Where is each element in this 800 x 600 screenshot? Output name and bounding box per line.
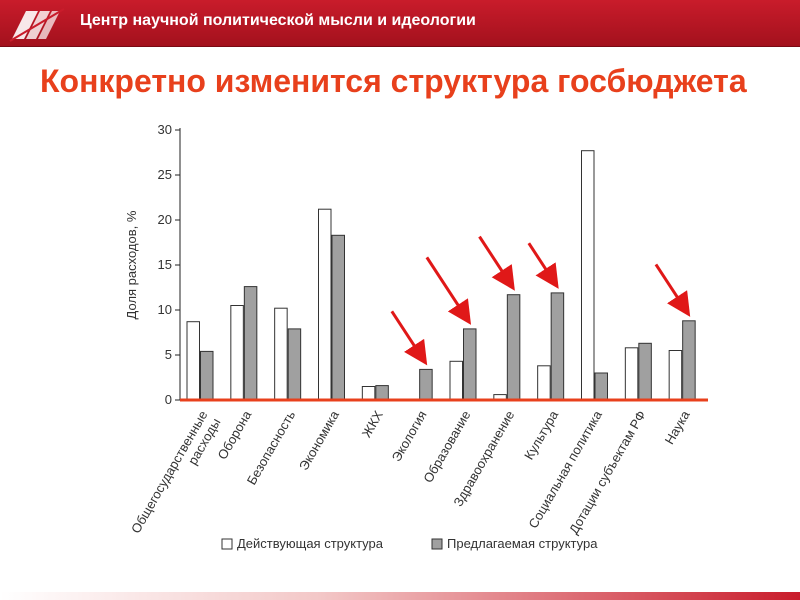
y-tick-label: 25 — [158, 167, 172, 182]
legend-label: Действующая структура — [237, 536, 384, 551]
highlight-arrow — [478, 235, 515, 291]
highlight-arrow — [425, 256, 472, 325]
bar-current — [230, 305, 244, 401]
bar-current — [449, 360, 463, 401]
x-tick-label: Общегосударственныерасходы — [128, 408, 223, 543]
x-tick-label: Безопасность — [244, 408, 299, 488]
bar-current — [581, 150, 595, 401]
bar-proposed — [287, 328, 302, 401]
x-tick-label: Дотации субъектам РФ — [566, 408, 649, 537]
header-title: Центр научной политической мысли и идеол… — [80, 12, 476, 29]
x-tick-label: ЖКХ — [359, 408, 386, 440]
bar-proposed — [506, 294, 521, 401]
logo-icon — [9, 8, 65, 42]
bar-proposed — [550, 292, 565, 401]
bar-proposed — [375, 385, 389, 401]
x-tick-label: Культура — [521, 407, 561, 462]
bar-proposed — [638, 342, 652, 401]
highlight-arrow — [527, 242, 559, 289]
legend-label: Предлагаемая структура — [447, 536, 598, 551]
x-tick-label: Экономика — [296, 407, 342, 473]
y-tick-label: 5 — [165, 347, 172, 362]
x-tick-label: Оборона — [215, 407, 255, 462]
bar-proposed — [331, 234, 345, 401]
bar-current — [318, 208, 332, 401]
y-tick-label: 15 — [158, 257, 172, 272]
slide-title: Конкретно изменится структура госбюджета — [40, 63, 747, 99]
bar-proposed — [594, 372, 608, 401]
x-tick-label: Наука — [662, 407, 693, 446]
bar-proposed — [200, 350, 214, 401]
y-axis-label: Доля расходов, % — [124, 210, 139, 319]
y-tick-label: 0 — [165, 392, 172, 407]
highlight-arrow — [390, 310, 428, 366]
highlight-arrow — [654, 263, 691, 317]
bar-current — [537, 365, 551, 401]
footer-line — [0, 592, 800, 600]
bar-current — [274, 307, 288, 401]
bar-current — [186, 321, 200, 401]
bar-proposed — [463, 328, 477, 401]
y-tick-label: 20 — [158, 212, 172, 227]
y-tick-label: 10 — [158, 302, 172, 317]
bar-proposed — [682, 320, 696, 401]
bar-current — [668, 350, 683, 401]
y-tick-label: 30 — [158, 122, 172, 137]
bar-proposed — [243, 286, 258, 401]
legend-swatch — [221, 538, 233, 550]
bar-current — [361, 386, 376, 401]
bar-current — [624, 347, 639, 401]
legend-swatch — [431, 538, 443, 550]
x-tick-label: Экология — [389, 408, 430, 464]
bar-proposed — [419, 368, 433, 401]
header-bar: Центр научной политической мысли и идеол… — [0, 0, 800, 47]
